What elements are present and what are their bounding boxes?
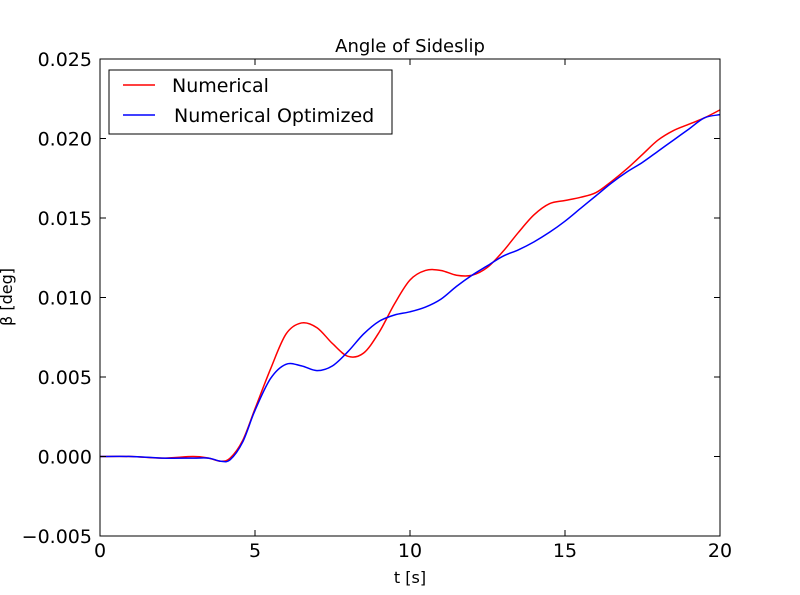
- y-tick-label: 0.000: [38, 447, 92, 469]
- y-tick-label: 0.010: [38, 288, 92, 310]
- x-tick-label: 5: [249, 540, 261, 562]
- series-line-numerical: [99, 109, 721, 463]
- x-tick-label: 15: [553, 540, 577, 562]
- series-layer: [99, 109, 721, 463]
- legend: Numerical Numerical Optimized: [108, 69, 393, 135]
- chart-title: Angle of Sideslip: [335, 36, 485, 57]
- legend-label-numerical: Numerical: [172, 75, 269, 97]
- legend-label-numerical-optimized: Numerical Optimized: [174, 105, 374, 127]
- legend-frame: [108, 69, 393, 135]
- x-axis-label: t [s]: [394, 568, 426, 587]
- x-tick-label: 10: [398, 540, 422, 562]
- series-line-numerical-optimized: [99, 113, 721, 463]
- y-axis-label: β [deg]: [0, 268, 16, 326]
- x-tick-label: 0: [94, 540, 106, 562]
- y-tick-label: 0.020: [38, 129, 92, 151]
- ticks-layer: 0 5 10 15 20 −0.005 0.000 0.005 0.010 0.015 0.020 0…: [22, 49, 732, 562]
- x-tick-label: 20: [708, 540, 732, 562]
- y-tick-label: 0.025: [38, 49, 92, 71]
- y-tick-label: −0.005: [22, 526, 92, 548]
- y-tick-label: 0.015: [38, 208, 92, 230]
- y-tick-label: 0.005: [38, 367, 92, 389]
